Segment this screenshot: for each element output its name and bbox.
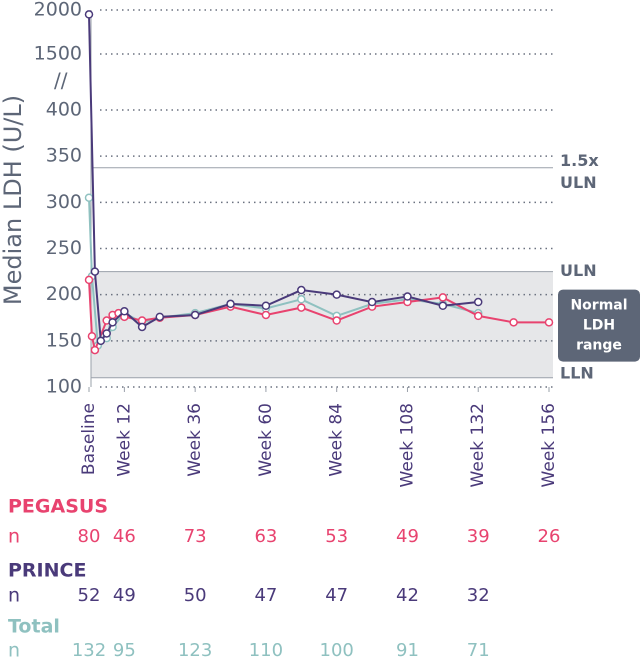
data-point bbox=[403, 292, 412, 301]
n-value: 47 bbox=[325, 585, 348, 606]
group-name: Total bbox=[8, 616, 60, 638]
axis-break-mark: // bbox=[54, 69, 68, 93]
y-tick-label: 150 bbox=[46, 329, 82, 351]
data-point bbox=[90, 267, 100, 276]
n-value: 46 bbox=[113, 526, 136, 547]
n-value: 49 bbox=[396, 526, 419, 547]
reference-label: ULN bbox=[560, 173, 597, 192]
x-tick-label: Week 156 bbox=[539, 403, 559, 487]
x-tick-label: Baseline bbox=[79, 403, 99, 475]
group-name: PEGASUS bbox=[8, 496, 108, 518]
data-point bbox=[509, 318, 518, 327]
normal-range-box bbox=[558, 289, 640, 362]
data-point bbox=[226, 299, 235, 309]
x-tick-label: Week 132 bbox=[468, 403, 488, 487]
n-value: 100 bbox=[320, 640, 354, 658]
n-value: 32 bbox=[467, 585, 490, 606]
n-value: 71 bbox=[467, 640, 490, 658]
data-point bbox=[108, 318, 117, 327]
data-point bbox=[473, 297, 483, 307]
normal-range-band bbox=[91, 271, 553, 378]
n-value: 73 bbox=[184, 526, 207, 547]
data-point bbox=[90, 345, 100, 355]
x-tick-label: Week 60 bbox=[256, 403, 276, 477]
data-point bbox=[438, 301, 448, 310]
y-tick-label: 350 bbox=[46, 145, 82, 167]
data-point bbox=[120, 307, 129, 316]
n-label: n bbox=[8, 585, 20, 607]
data-point bbox=[332, 316, 341, 325]
data-point bbox=[102, 329, 111, 338]
n-value: 42 bbox=[396, 585, 419, 606]
y-tick-label: 100 bbox=[46, 376, 82, 398]
lln-label: LLN bbox=[560, 363, 594, 382]
normal-range-label: Normal bbox=[570, 298, 627, 314]
y-tick-label: 200 bbox=[46, 283, 82, 305]
normal-range-label: LDH bbox=[583, 318, 615, 334]
n-value: 110 bbox=[249, 640, 283, 658]
y-tick-label: 250 bbox=[46, 237, 82, 259]
data-point bbox=[84, 10, 94, 19]
x-tick-label: Week 36 bbox=[185, 403, 205, 477]
n-value: 123 bbox=[178, 640, 212, 658]
n-value: 91 bbox=[396, 640, 419, 658]
y-tick-label: 400 bbox=[46, 99, 82, 121]
n-value: 95 bbox=[113, 640, 136, 658]
x-tick-label: Week 84 bbox=[327, 403, 347, 477]
data-point bbox=[297, 295, 306, 304]
n-label: n bbox=[8, 640, 20, 658]
n-value: 47 bbox=[254, 585, 277, 606]
n-value: 63 bbox=[254, 526, 277, 547]
n-value: 26 bbox=[538, 526, 561, 547]
data-point bbox=[137, 322, 147, 332]
n-value: 50 bbox=[184, 585, 207, 606]
n-value: 80 bbox=[78, 526, 101, 547]
data-point bbox=[473, 311, 483, 321]
y-axis-label: Median LDH (U/L) bbox=[0, 95, 27, 305]
data-point bbox=[96, 336, 106, 346]
data-point bbox=[261, 301, 271, 310]
data-point bbox=[332, 290, 341, 299]
data-point bbox=[190, 310, 200, 320]
reference-label: 1.5x bbox=[560, 151, 599, 170]
data-point bbox=[544, 318, 554, 327]
n-value: 52 bbox=[78, 585, 101, 606]
data-point bbox=[367, 297, 377, 307]
group-name: PRINCE bbox=[8, 560, 86, 582]
n-value: 39 bbox=[467, 526, 490, 547]
data-point bbox=[84, 275, 94, 285]
y-tick-label: 1500 bbox=[34, 43, 82, 65]
y-tick-label: 300 bbox=[46, 191, 82, 213]
y-tick-label: 2000 bbox=[34, 0, 82, 21]
x-tick-label: Week 108 bbox=[397, 403, 417, 487]
data-point bbox=[297, 303, 306, 312]
n-value: 49 bbox=[113, 585, 136, 606]
data-point bbox=[261, 310, 271, 320]
data-point bbox=[155, 312, 165, 322]
x-tick-label: Week 12 bbox=[114, 403, 134, 477]
data-point bbox=[87, 331, 97, 341]
n-value: 132 bbox=[72, 640, 106, 658]
normal-range-label: range bbox=[576, 338, 622, 354]
data-point bbox=[438, 293, 448, 302]
data-point bbox=[84, 193, 94, 202]
data-point bbox=[297, 285, 306, 295]
n-value: 53 bbox=[325, 526, 348, 547]
n-label: n bbox=[8, 526, 20, 548]
uln-label: ULN bbox=[560, 261, 597, 280]
